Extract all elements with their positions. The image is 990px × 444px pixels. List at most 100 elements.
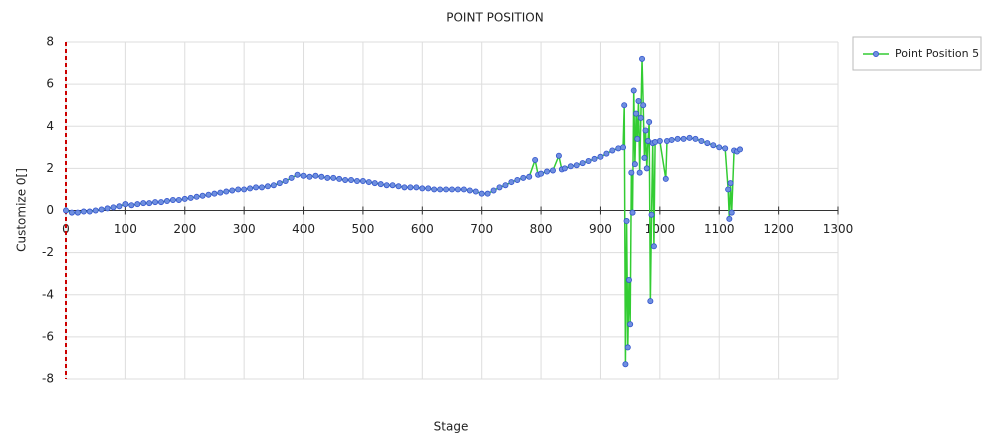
point <box>419 185 426 192</box>
x-tick-label: 500 <box>351 222 374 236</box>
point <box>573 162 580 169</box>
x-tick-label: 1300 <box>823 222 854 236</box>
point <box>330 174 337 181</box>
point <box>306 173 313 180</box>
point <box>668 136 675 143</box>
point <box>276 180 283 187</box>
point <box>371 180 378 187</box>
point <box>591 155 598 162</box>
point <box>646 119 653 126</box>
point <box>205 191 212 198</box>
point <box>383 182 390 189</box>
point <box>431 186 438 193</box>
point <box>634 135 641 142</box>
point <box>674 135 681 142</box>
point <box>609 147 616 154</box>
x-tick-label: 900 <box>589 222 612 236</box>
point <box>502 182 509 189</box>
point <box>413 184 420 191</box>
point <box>98 206 105 213</box>
point <box>526 173 533 180</box>
point <box>181 195 188 202</box>
y-axis-label: Customize 0[] <box>15 168 29 252</box>
point <box>636 169 643 176</box>
point <box>365 179 372 186</box>
point <box>437 186 444 193</box>
point <box>169 196 176 203</box>
point <box>728 209 735 216</box>
point <box>68 209 75 216</box>
point <box>460 186 467 193</box>
point <box>193 193 200 200</box>
point <box>241 186 248 193</box>
x-axis-label: Stage <box>434 420 469 434</box>
point <box>644 137 651 144</box>
y-tick-label: 2 <box>46 161 54 175</box>
point <box>698 137 705 144</box>
point <box>288 174 295 181</box>
x-tick-label: 0 <box>62 222 70 236</box>
point <box>324 174 331 181</box>
y-tick-label: -6 <box>42 329 54 343</box>
x-tick-label: 400 <box>292 222 315 236</box>
x-tick-label: 1000 <box>645 222 676 236</box>
point <box>532 156 539 163</box>
point <box>158 199 165 206</box>
y-tick-label: -8 <box>42 372 54 386</box>
point <box>122 201 129 208</box>
chart-title: POINT POSITION <box>446 11 543 25</box>
point <box>342 176 349 183</box>
point <box>199 192 206 199</box>
point <box>627 321 634 328</box>
point <box>134 201 141 208</box>
point <box>92 207 99 214</box>
point <box>318 173 325 180</box>
point <box>140 200 147 207</box>
point <box>425 185 432 192</box>
x-tick-label: 100 <box>114 222 137 236</box>
x-tick-label: 300 <box>233 222 256 236</box>
point <box>642 127 649 134</box>
point <box>716 144 723 151</box>
point <box>478 190 485 197</box>
point <box>647 298 654 305</box>
point <box>633 110 640 117</box>
y-tick-label: 6 <box>46 77 54 91</box>
point <box>395 183 402 190</box>
point <box>235 186 242 193</box>
point <box>686 134 693 141</box>
x-tick-label: 800 <box>530 222 553 236</box>
point <box>629 209 636 216</box>
point <box>86 208 93 215</box>
point <box>223 188 230 195</box>
point <box>538 170 545 177</box>
point <box>635 97 642 104</box>
point <box>640 102 647 109</box>
point <box>625 277 632 284</box>
point <box>353 178 360 185</box>
point <box>80 208 87 215</box>
point <box>484 190 491 197</box>
point <box>443 186 450 193</box>
point <box>496 184 503 191</box>
point <box>63 207 70 214</box>
point <box>692 135 699 142</box>
point <box>628 169 635 176</box>
point <box>270 182 277 189</box>
point <box>490 187 497 194</box>
point <box>725 186 732 193</box>
point <box>637 114 644 121</box>
point <box>258 184 265 191</box>
point <box>710 142 717 149</box>
point <box>377 181 384 188</box>
point <box>401 184 408 191</box>
point <box>520 174 527 181</box>
y-tick-label: 4 <box>46 119 54 133</box>
point <box>704 140 711 147</box>
point <box>336 175 343 182</box>
y-tick-label: -2 <box>42 245 54 259</box>
point <box>656 137 663 144</box>
legend-label: Point Position 5 <box>895 47 979 60</box>
point <box>650 243 657 250</box>
